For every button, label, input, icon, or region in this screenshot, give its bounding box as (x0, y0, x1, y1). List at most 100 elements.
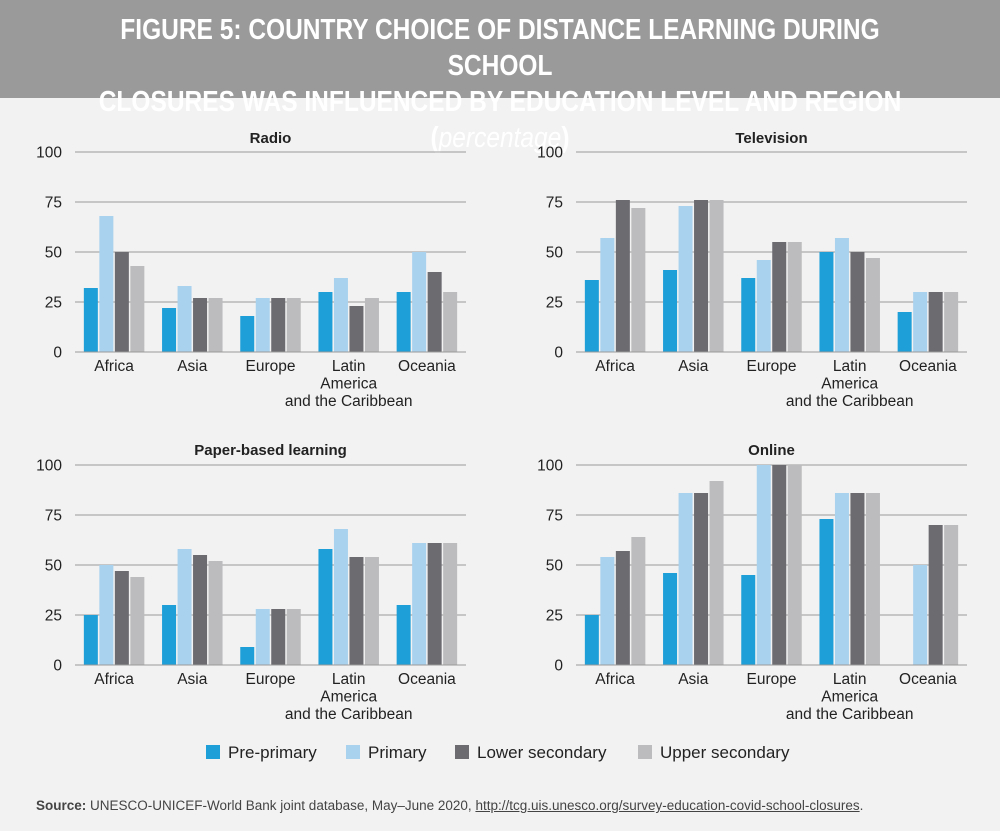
bar-asia-upper-secondary (208, 298, 223, 352)
bar-africa-primary (99, 216, 114, 352)
bar-europe-pre-primary (240, 316, 255, 352)
bar-latin-america-and-the-caribbean-lower-secondary (349, 306, 364, 352)
x-tick-label-africa: Africa (595, 358, 635, 375)
chart-title: Online (748, 442, 795, 459)
y-tick-label: 75 (45, 195, 62, 212)
bar-europe-upper-secondary (286, 609, 301, 665)
bar-asia-lower-secondary (193, 298, 208, 352)
x-tick-label-latin-america-and-the-caribbean: Latin America and the Caribbean (786, 671, 914, 723)
legend-swatch-primary (346, 745, 360, 759)
y-tick-label: 50 (45, 245, 63, 262)
bar-oceania-primary (412, 252, 427, 352)
x-tick-label-oceania: Oceania (398, 671, 456, 688)
y-tick-label: 25 (546, 295, 563, 312)
bar-africa-upper-secondary (130, 266, 145, 352)
x-tick-label-asia: Asia (678, 671, 709, 688)
bar-latin-america-and-the-caribbean-primary (333, 529, 348, 665)
y-tick-label: 75 (546, 195, 563, 212)
x-tick-label-africa: Africa (94, 671, 134, 688)
bar-europe-upper-secondary (286, 298, 301, 352)
bar-latin-america-and-the-caribbean-upper-secondary (865, 493, 880, 665)
bar-asia-primary (678, 206, 693, 352)
source-link[interactable]: http://tcg.uis.unesco.org/survey-educati… (475, 798, 860, 813)
y-tick-label: 0 (554, 345, 563, 362)
bar-europe-upper-secondary (787, 242, 802, 352)
bar-asia-pre-primary (663, 270, 678, 352)
bar-oceania-lower-secondary (427, 272, 442, 352)
bar-oceania-lower-secondary (928, 525, 943, 665)
bar-oceania-primary (412, 543, 427, 665)
legend-item-lower-secondary: Lower secondary (455, 740, 606, 766)
bar-oceania-upper-secondary (944, 292, 959, 352)
bar-latin-america-and-the-caribbean-upper-secondary (364, 557, 379, 665)
x-tick-label-africa: Africa (595, 671, 635, 688)
y-tick-label: 0 (53, 345, 62, 362)
bar-africa-pre-primary (83, 615, 98, 665)
chart-title: Paper-based learning (194, 442, 347, 459)
x-tick-label-oceania: Oceania (899, 671, 957, 688)
y-tick-label: 100 (537, 458, 563, 475)
y-tick-label: 25 (546, 608, 563, 625)
bar-africa-lower-secondary (615, 200, 630, 352)
x-tick-label-europe: Europe (747, 358, 797, 375)
source-end: . (859, 798, 864, 813)
legend-swatch-pre-primary (206, 745, 220, 759)
bar-europe-primary (756, 260, 771, 352)
bar-asia-pre-primary (162, 605, 177, 665)
bar-latin-america-and-the-caribbean-lower-secondary (850, 493, 865, 665)
legend-label-primary: Primary (368, 743, 427, 762)
bar-africa-lower-secondary (615, 551, 630, 665)
y-tick-label: 50 (546, 245, 564, 262)
x-tick-label-europe: Europe (747, 671, 797, 688)
bar-asia-primary (678, 493, 693, 665)
bar-africa-lower-secondary (114, 252, 129, 352)
bar-latin-america-and-the-caribbean-pre-primary (819, 519, 834, 665)
bar-latin-america-and-the-caribbean-upper-secondary (865, 258, 880, 352)
bar-oceania-upper-secondary (443, 292, 458, 352)
x-tick-label-latin-america-and-the-caribbean: Latin America and the Caribbean (285, 358, 413, 410)
bar-europe-lower-secondary (271, 298, 286, 352)
y-tick-label: 0 (53, 658, 62, 675)
bar-africa-primary (600, 557, 615, 665)
legend-swatch-upper-secondary (638, 745, 652, 759)
bar-europe-primary (255, 298, 270, 352)
x-tick-label-europe: Europe (246, 358, 296, 375)
y-tick-label: 100 (36, 458, 62, 475)
bar-asia-primary (177, 286, 192, 352)
bar-africa-upper-secondary (631, 537, 646, 665)
bar-africa-lower-secondary (114, 571, 129, 665)
x-tick-label-latin-america-and-the-caribbean: Latin America and the Caribbean (786, 358, 914, 410)
y-tick-label: 50 (45, 558, 63, 575)
bar-asia-lower-secondary (193, 555, 208, 665)
legend-item-primary: Primary (346, 740, 427, 766)
source-text: UNESCO-UNICEF-World Bank joint database,… (86, 798, 476, 813)
bar-asia-pre-primary (162, 308, 177, 352)
bar-asia-upper-secondary (709, 481, 724, 665)
bar-asia-upper-secondary (208, 561, 223, 665)
bar-europe-lower-secondary (271, 609, 286, 665)
bar-europe-primary (255, 609, 270, 665)
bar-latin-america-and-the-caribbean-pre-primary (318, 292, 333, 352)
source-note: Source: UNESCO-UNICEF-World Bank joint d… (36, 798, 976, 813)
x-tick-label-oceania: Oceania (398, 358, 456, 375)
bar-africa-pre-primary (584, 280, 599, 352)
bar-oceania-primary (913, 292, 928, 352)
bar-latin-america-and-the-caribbean-primary (834, 238, 849, 352)
legend-swatch-lower-secondary (455, 745, 469, 759)
legend-label-lower-secondary: Lower secondary (477, 743, 607, 762)
y-tick-label: 25 (45, 608, 62, 625)
bar-asia-lower-secondary (694, 200, 709, 352)
bar-latin-america-and-the-caribbean-lower-secondary (349, 557, 364, 665)
bar-latin-america-and-the-caribbean-pre-primary (318, 549, 333, 665)
bar-africa-pre-primary (584, 615, 599, 665)
x-tick-label-asia: Asia (177, 358, 208, 375)
x-tick-label-latin-america-and-the-caribbean: Latin America and the Caribbean (285, 671, 413, 723)
bar-asia-primary (177, 549, 192, 665)
bar-oceania-pre-primary (396, 605, 411, 665)
legend-item-upper-secondary: Upper secondary (638, 740, 789, 766)
chart-legend: Pre-primary Primary Lower secondary Uppe… (0, 740, 1000, 766)
bar-latin-america-and-the-caribbean-primary (333, 278, 348, 352)
y-tick-label: 50 (546, 558, 564, 575)
bar-africa-upper-secondary (631, 208, 646, 352)
bar-latin-america-and-the-caribbean-upper-secondary (364, 298, 379, 352)
